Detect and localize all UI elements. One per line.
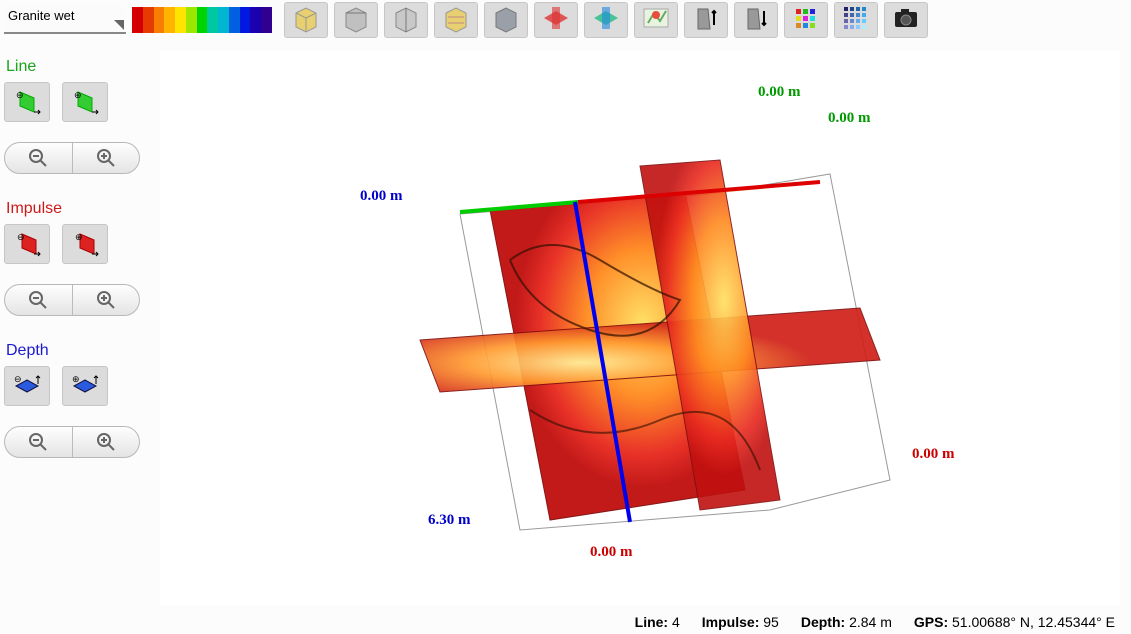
voxel-red-icon [790,3,822,38]
voxel-blue-button[interactable] [834,2,878,38]
view-cube-solid-icon [490,3,522,38]
svg-text:⊖: ⊖ [16,90,24,100]
status-line-value: 4 [672,614,680,630]
camera-icon [890,3,922,38]
zoom-in-icon [96,432,116,452]
svg-text:⊕: ⊕ [75,232,83,242]
view-cube-yellow-icon [290,3,322,38]
impulse-prev-icon: ⊖ [12,230,42,258]
scan-render [160,50,1120,605]
depth-next-button[interactable]: ⊕ [62,366,108,406]
view-cube-yellow-stripes-icon [440,3,472,38]
left-panel: Line ⊖ ⊕ Impulse ⊖ [4,52,154,484]
axis-label-bottom_left: 6.30 m [428,512,471,529]
material-select[interactable]: Granite wet [4,6,126,34]
zoom-in-icon [96,148,116,168]
line-next-button[interactable]: ⊕ [62,82,108,122]
impulse-zoom-control [4,284,140,316]
impulse-next-icon: ⊕ [70,230,100,258]
line-zoom-in-button[interactable] [73,143,140,173]
impulse-zoom-out-button[interactable] [5,285,73,315]
status-impulse: Impulse: 95 [702,614,779,630]
view-cube-gray-1-button[interactable] [334,2,378,38]
view-cube-gray-2-button[interactable] [384,2,428,38]
impulse-next-button[interactable]: ⊕ [62,224,108,264]
status-line-label: Line: [635,614,668,630]
line-prev-button[interactable]: ⊖ [4,82,50,122]
zoom-out-icon [28,148,48,168]
gps-map-button[interactable] [634,2,678,38]
svg-text:⊕: ⊕ [74,90,82,100]
top-toolbar [284,2,928,38]
zoom-out-icon [28,432,48,452]
depth-zoom-out-button[interactable] [5,427,73,457]
zoom-out-icon [28,290,48,310]
depth-next-icon: ⊕ [70,372,100,400]
view-cube-solid-button[interactable] [484,2,528,38]
axis-label-top1: 0.00 m [758,84,801,101]
planes-green-button[interactable] [584,2,628,38]
status-depth: Depth: 2.84 m [801,614,892,630]
depth-prev-icon: ⊖ [12,372,42,400]
volume-down-button[interactable] [734,2,778,38]
impulse-section-label: Impulse [6,200,154,218]
line-prev-icon: ⊖ [12,88,42,116]
line-next-icon: ⊕ [70,88,100,116]
color-scale[interactable] [132,7,272,33]
axis-label-right: 0.00 m [912,446,955,463]
voxel-red-button[interactable] [784,2,828,38]
volume-down-icon [740,3,772,38]
svg-text:⊖: ⊖ [17,232,25,242]
status-impulse-label: Impulse: [702,614,760,630]
view-cube-gray-1-icon [340,3,372,38]
line-zoom-out-button[interactable] [5,143,73,173]
planes-red-icon [540,3,572,38]
status-gps-label: GPS: [914,614,948,630]
voxel-blue-icon [840,3,872,38]
depth-zoom-in-button[interactable] [73,427,140,457]
gps-map-icon [640,3,672,38]
status-depth-label: Depth: [801,614,845,630]
status-impulse-value: 95 [763,614,779,630]
impulse-zoom-in-button[interactable] [73,285,140,315]
scan-viewport[interactable]: 0.00 m 0.00 m 0.00 m 0.00 m 6.30 m 0.00 m [160,50,1120,605]
impulse-prev-button[interactable]: ⊖ [4,224,50,264]
line-section-label: Line [6,58,154,76]
planes-red-button[interactable] [534,2,578,38]
view-cube-yellow-stripes-button[interactable] [434,2,478,38]
volume-up-button[interactable] [684,2,728,38]
status-gps: GPS: 51.00688° N, 12.45344° E [914,614,1115,630]
camera-button[interactable] [884,2,928,38]
line-zoom-control [4,142,140,174]
svg-text:⊖: ⊖ [14,374,22,384]
view-cube-gray-2-icon [390,3,422,38]
depth-zoom-control [4,426,140,458]
depth-prev-button[interactable]: ⊖ [4,366,50,406]
view-cube-yellow-button[interactable] [284,2,328,38]
axis-label-left: 0.00 m [360,188,403,205]
material-select-value: Granite wet [8,8,74,23]
status-bar: Line: 4 Impulse: 95 Depth: 2.84 m GPS: 5… [635,610,1131,634]
status-gps-value: 51.00688° N, 12.45344° E [952,614,1115,630]
svg-text:⊕: ⊕ [72,374,80,384]
axis-label-bottom_right: 0.00 m [590,544,633,561]
axis-label-top2: 0.00 m [828,110,871,127]
status-line: Line: 4 [635,614,680,630]
zoom-in-icon [96,290,116,310]
status-depth-value: 2.84 m [849,614,892,630]
depth-section-label: Depth [6,342,154,360]
volume-up-icon [690,3,722,38]
planes-green-icon [590,3,622,38]
